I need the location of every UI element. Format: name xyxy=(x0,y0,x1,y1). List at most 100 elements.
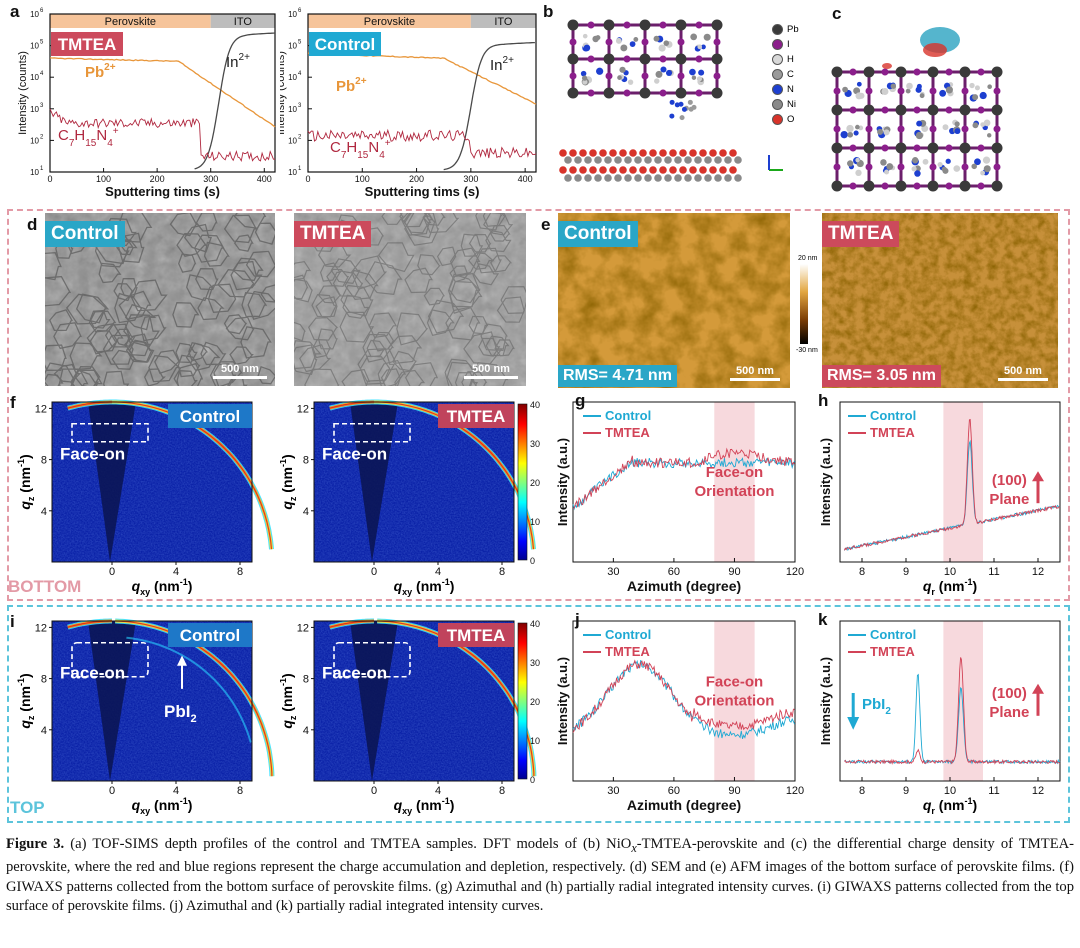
grain-boundary xyxy=(229,346,254,365)
legend-label-tmtea: TMTEA xyxy=(870,644,915,659)
axis-sup: -1 xyxy=(964,796,972,806)
molecule-atom xyxy=(953,165,961,172)
azimuth-curve xyxy=(572,457,796,511)
iodine-atom xyxy=(961,125,969,133)
atom-color-dot xyxy=(772,39,783,50)
x-tick-label: 90 xyxy=(728,566,740,578)
axis-sub: xy xyxy=(402,806,412,816)
lead-atom xyxy=(991,66,1003,78)
axis-q: q xyxy=(923,797,932,813)
axis-sup: -1 xyxy=(442,796,450,806)
lead-atom xyxy=(711,19,723,31)
grain-boundary xyxy=(185,342,221,372)
scale-line xyxy=(998,378,1048,381)
iodine-atom xyxy=(833,125,841,133)
axis-q: q xyxy=(394,797,403,813)
organic-ion-part: 15 xyxy=(357,150,369,161)
grain-boundary xyxy=(294,340,322,370)
nickel-atom xyxy=(624,156,632,164)
grain-boundary xyxy=(445,306,481,341)
axis-unit-end: ) xyxy=(17,673,33,678)
detector-noise xyxy=(52,621,252,781)
detector-noise xyxy=(314,402,514,562)
molecule-atom xyxy=(840,130,848,139)
afm-cbar-bottom: -30 nm xyxy=(796,347,818,354)
organic-ion-label: C7H15N4+ xyxy=(330,138,391,161)
x-tick-label: 200 xyxy=(150,174,165,184)
grain-boundary xyxy=(117,213,153,243)
nickel-atom xyxy=(594,156,602,164)
molecule-atom xyxy=(658,44,666,52)
pbi2-label: PbI2 xyxy=(164,702,197,725)
colorbar-tick-label: 30 xyxy=(530,439,540,449)
molecule-atom xyxy=(972,94,979,101)
nickel-atom xyxy=(664,174,672,182)
sem-scalebar-tmtea: 500 nm xyxy=(464,363,518,379)
grain-boundary xyxy=(197,297,225,321)
molecule-atom xyxy=(906,82,913,90)
iodine-atom xyxy=(993,87,1001,95)
grain-boundary xyxy=(351,255,388,290)
tof-tag-text: TMTEA xyxy=(58,35,117,54)
grain-boundary xyxy=(423,287,446,306)
axis-unit-end: ) xyxy=(280,673,295,678)
molecule-atom xyxy=(660,66,667,73)
iodine-atom xyxy=(623,55,631,63)
lead-atom xyxy=(639,19,651,31)
grain-boundary xyxy=(427,299,465,334)
annotation-orientation: Orientation xyxy=(694,693,774,710)
scale-line xyxy=(464,376,518,379)
grain-boundary xyxy=(45,275,72,307)
atom-legend-item: O xyxy=(772,112,822,127)
lead-atom xyxy=(863,180,875,192)
grain-boundary xyxy=(98,262,122,284)
y-tick-label: 10 xyxy=(288,168,297,177)
face-on-box xyxy=(71,641,149,678)
iodine-atom xyxy=(659,21,667,29)
charge-accumulation-region xyxy=(882,63,892,69)
colorbar-tick-label: 20 xyxy=(530,697,540,707)
oxygen-atom xyxy=(709,166,717,174)
nickel-atom xyxy=(704,174,712,182)
iodine-atom xyxy=(961,87,969,95)
molecule-atom xyxy=(983,165,991,173)
axis-unit-end: ) xyxy=(188,578,193,594)
grain-boundary xyxy=(312,339,332,359)
molecule-atom xyxy=(847,131,854,138)
iodine-atom xyxy=(849,68,857,76)
missing-wedge xyxy=(88,402,136,562)
legend-label-tmtea: TMTEA xyxy=(870,425,915,440)
molecule-atom xyxy=(881,88,889,96)
radial-top-chart: 8 9 10 11 12 qr (nm-1) Intensity (a.u.) Control… xyxy=(818,610,1061,816)
nickel-atom xyxy=(644,156,652,164)
legend-label-control: Control xyxy=(870,627,916,642)
axis-q: q xyxy=(17,720,33,729)
grain-boundary xyxy=(247,290,275,320)
molecule-atom xyxy=(942,167,949,174)
molecule-atom xyxy=(945,86,953,94)
iodine-atom xyxy=(849,106,857,114)
giwaxs-tag-text: Control xyxy=(180,407,240,426)
plot-frame xyxy=(307,13,537,173)
molecule-atom xyxy=(987,84,993,90)
axis-unit-end: ) xyxy=(972,578,977,594)
grain-boundary xyxy=(341,368,371,386)
iodine-atom xyxy=(945,144,953,152)
molecule-atom xyxy=(847,160,854,167)
nickel-atom xyxy=(634,156,642,164)
giwaxs-tag-text: TMTEA xyxy=(447,626,506,645)
tmtea-atom xyxy=(674,102,680,108)
iodine-atom xyxy=(659,89,667,97)
y-axis-label: qz (nm-1) xyxy=(280,454,298,509)
nickel-atom xyxy=(734,156,742,164)
top-label: TOP xyxy=(10,798,45,817)
grain-boundary xyxy=(311,293,338,318)
x-tick-label: 0 xyxy=(371,566,377,578)
molecule-atom xyxy=(697,44,703,50)
tmtea-atom xyxy=(679,115,685,121)
plot-frame xyxy=(51,401,253,563)
in-superscript: 2+ xyxy=(239,52,251,63)
nickel-atom xyxy=(724,156,732,164)
axis-unit: (nm xyxy=(150,578,180,594)
axis-unit-end: ) xyxy=(972,797,977,813)
